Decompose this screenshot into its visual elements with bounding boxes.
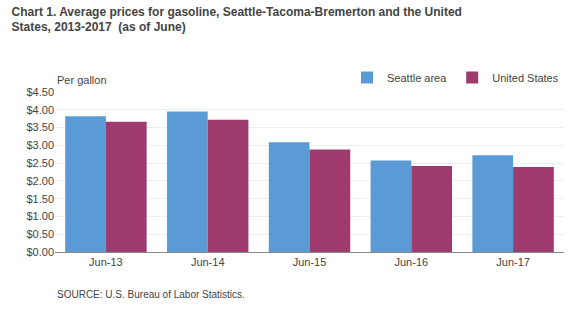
svg-text:Per gallon: Per gallon xyxy=(57,74,107,86)
svg-text:Jun-14: Jun-14 xyxy=(191,256,225,268)
svg-text:$4.50: $4.50 xyxy=(26,86,54,98)
svg-text:$1.50: $1.50 xyxy=(26,193,54,205)
svg-text:SOURCE: U.S. Bureau of Labor S: SOURCE: U.S. Bureau of Labor Statistics. xyxy=(57,289,245,300)
svg-text:United States: United States xyxy=(492,72,559,84)
svg-text:Jun-15: Jun-15 xyxy=(293,256,327,268)
svg-text:Jun-16: Jun-16 xyxy=(394,256,428,268)
svg-text:$2.00: $2.00 xyxy=(26,175,54,187)
svg-text:$1.00: $1.00 xyxy=(26,210,54,222)
svg-text:$0.50: $0.50 xyxy=(26,228,54,240)
svg-text:$3.00: $3.00 xyxy=(26,139,54,151)
svg-text:$2.50: $2.50 xyxy=(26,157,54,169)
svg-text:$0.00: $0.00 xyxy=(26,246,54,258)
svg-text:$4.00: $4.00 xyxy=(26,104,54,116)
svg-text:Seattle area: Seattle area xyxy=(387,72,447,84)
svg-text:$3.50: $3.50 xyxy=(26,121,54,133)
svg-text:Jun-17: Jun-17 xyxy=(496,256,530,268)
svg-text:Jun-13: Jun-13 xyxy=(89,256,123,268)
svg-text:Chart 1. Average prices for ga: Chart 1. Average prices for gasoline, Se… xyxy=(12,5,462,35)
